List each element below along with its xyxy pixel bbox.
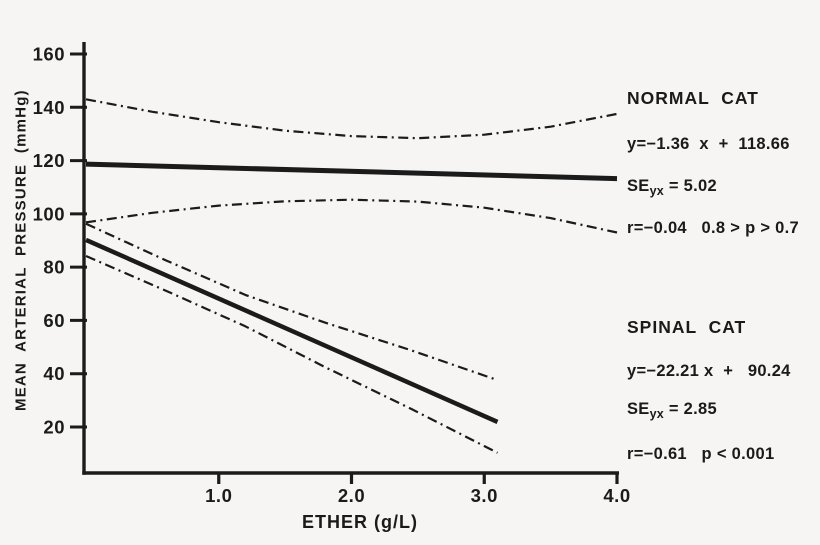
y-tick-label: 100: [33, 203, 65, 224]
spinal-cat-ci-upper: [85, 222, 498, 382]
normal-cat-ci-lower: [85, 198, 618, 234]
normal-cat-r-value: r=−0.04 0.8 > p > 0.7: [627, 219, 800, 237]
normal-cat-ci-upper: [85, 98, 618, 140]
y-axis-title: MEAN ARTERIAL PRESSURE (mmHg): [12, 89, 30, 411]
normal-cat-annotation: NORMAL CAT y=−1.36 x + 118.66 SEyx = 5.0…: [627, 88, 819, 248]
se-base: SE: [627, 177, 650, 195]
se-value: = 5.02: [663, 177, 717, 195]
y-tick-label: 160: [33, 44, 65, 65]
se-value: = 2.85: [663, 400, 717, 418]
y-tick-label: 60: [43, 310, 65, 331]
x-tick-label: 1.0: [205, 485, 232, 506]
spinal-cat-annotation: SPINAL CAT y=−22.21 x + 90.24 SEyx = 2.8…: [627, 317, 819, 477]
spinal-cat-se: SEyx = 2.85: [627, 399, 717, 424]
se-base: SE: [627, 400, 650, 418]
normal-cat-equation: y=−1.36 x + 118.66: [627, 135, 790, 153]
spinal-cat-r-value: r=−0.61 p < 0.001: [627, 445, 775, 463]
y-tick-label: 80: [43, 257, 65, 278]
spinal-cat-regression-line: [85, 237, 499, 424]
y-tick-label: 40: [43, 363, 65, 384]
normal-cat-title: NORMAL CAT: [627, 88, 759, 108]
se-subscript: yx: [649, 184, 664, 198]
spinal-cat-title: SPINAL CAT: [627, 317, 747, 337]
y-tick-label: 140: [33, 97, 65, 118]
y-tick-label: 20: [43, 417, 65, 438]
se-subscript: yx: [649, 407, 664, 421]
x-axis-title: ETHER (g/L): [302, 512, 418, 532]
x-tick-label: 2.0: [338, 485, 365, 506]
x-tick-label: 3.0: [471, 485, 498, 506]
normal-cat-se: SEyx = 5.02: [627, 176, 717, 201]
x-tick-label: 4.0: [603, 485, 630, 506]
y-tick-label: 120: [33, 150, 65, 171]
spinal-cat-ci-lower: [85, 254, 498, 454]
normal-cat-regression-line: [85, 161, 618, 182]
spinal-cat-equation: y=−22.21 x + 90.24: [627, 362, 791, 380]
